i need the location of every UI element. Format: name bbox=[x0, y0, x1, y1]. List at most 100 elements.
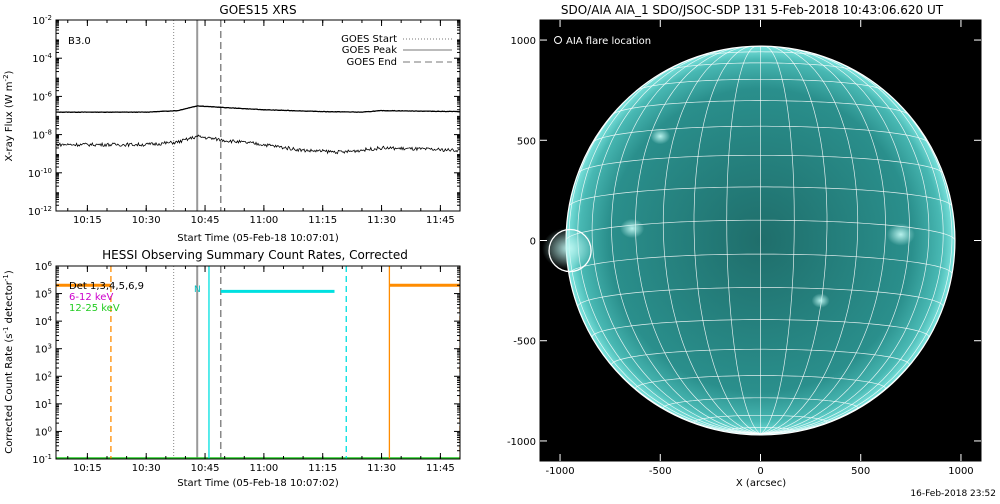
goes-plot-area bbox=[56, 20, 460, 211]
longitude-line bbox=[760, 46, 795, 435]
latitude-line bbox=[697, 51, 824, 57]
longitude-line bbox=[760, 74, 953, 435]
x-tick-label: 10:45 bbox=[191, 215, 220, 226]
goes-legend-peak: GOES Peak bbox=[342, 45, 397, 56]
bright-region bbox=[650, 128, 671, 145]
aia-y-tick-label: 1000 bbox=[511, 36, 536, 47]
longitude-line bbox=[611, 47, 761, 435]
goes-long-channel-line bbox=[56, 105, 460, 113]
x-tick-label: 11:45 bbox=[426, 215, 455, 226]
latitude-line bbox=[568, 186, 953, 207]
latitude-line bbox=[662, 397, 859, 408]
goes-short-channel-line bbox=[56, 134, 460, 155]
y-tick-label: 103 bbox=[35, 343, 52, 356]
aia-panel: SDO/AIA AIA_1 SDO/JSOC-SDP 131 5-Feb-201… bbox=[507, 3, 982, 489]
longitude-line bbox=[760, 46, 886, 435]
aia-x-tick-label: 0 bbox=[757, 466, 763, 477]
x-tick-label: 11:45 bbox=[426, 463, 455, 474]
aia-y-tick-label: 0 bbox=[530, 237, 536, 248]
latitude-line bbox=[577, 287, 944, 307]
goes-y-label: X-ray Flux (W m-2) bbox=[2, 70, 15, 161]
goes-x-axis: 10:15 10:30 10:45 11:00 11:15 11:30 11:45 bbox=[67, 20, 461, 226]
aia-x-tick-label: 500 bbox=[851, 466, 870, 477]
hessi-y-label: Corrected Count Rate (s-1 detector-1) bbox=[2, 270, 15, 454]
x-tick-label: 10:30 bbox=[132, 215, 161, 226]
y-tick-label: 10-12 bbox=[28, 205, 52, 218]
y-tick-label: 10-8 bbox=[32, 129, 52, 142]
x-tick-label: 11:00 bbox=[249, 215, 278, 226]
y-tick-label: 10-1 bbox=[32, 453, 52, 466]
latitude-line bbox=[612, 100, 909, 115]
hessi-frame bbox=[55, 265, 461, 460]
bright-regions bbox=[542, 128, 915, 308]
y-tick-label: 106 bbox=[35, 260, 53, 273]
hessi-panel: HESSI Observing Summary Count Rates, Cor… bbox=[2, 248, 461, 489]
latitude-line bbox=[611, 348, 910, 365]
hessi-title: HESSI Observing Summary Count Rates, Cor… bbox=[102, 248, 408, 262]
latitude-line bbox=[726, 427, 795, 432]
aia-x-tick-label: -500 bbox=[649, 466, 672, 477]
y-tick-label: 100 bbox=[35, 425, 52, 438]
aia-y-tick-label: 500 bbox=[517, 136, 536, 147]
x-tick-label: 11:15 bbox=[308, 215, 337, 226]
y-tick-label: 101 bbox=[35, 398, 52, 411]
longitude-line bbox=[662, 46, 761, 435]
goes-legend-end: GOES End bbox=[347, 57, 397, 68]
latitude-line bbox=[566, 219, 955, 241]
x-tick-label: 10:15 bbox=[73, 463, 102, 474]
x-tick-label: 10:15 bbox=[73, 215, 102, 226]
latitude-line bbox=[636, 78, 885, 91]
x-tick-label: 10:45 bbox=[191, 463, 220, 474]
flare-location-marker bbox=[548, 228, 592, 273]
footer-timestamp: 16-Feb-2018 23:52 bbox=[910, 489, 996, 499]
latitude-line bbox=[693, 414, 828, 423]
goes-legend: GOES Start GOES Peak GOES End bbox=[341, 34, 452, 68]
aia-x-label: X (arcsec) bbox=[736, 478, 786, 489]
bright-region bbox=[620, 218, 645, 239]
latitude-line bbox=[635, 375, 886, 389]
hessi-legend-12-25: 12-25 keV bbox=[69, 303, 120, 314]
y-tick-label: 10-2 bbox=[32, 14, 52, 27]
aia-x-axis: -1000 -500 0 500 1000 bbox=[546, 20, 974, 477]
y-tick-label: 10-10 bbox=[28, 167, 52, 180]
goes-panel: GOES15 XRS 10:15 10:30 10:45 11:00 11:15 11:3… bbox=[2, 3, 461, 244]
longitude-line bbox=[568, 74, 761, 435]
x-tick-label: 11:30 bbox=[367, 215, 396, 226]
hessi-x-axis: 10:15 10:30 10:45 11:00 11:15 11:30 11:45 bbox=[67, 266, 461, 474]
latitude-line bbox=[591, 319, 930, 338]
hessi-x-label: Start Time (05-Feb-18 10:07:02) bbox=[177, 478, 339, 489]
y-tick-label: 102 bbox=[35, 370, 52, 383]
aia-title: SDO/AIA AIA_1 SDO/JSOC-SDP 131 5-Feb-201… bbox=[561, 3, 944, 17]
bright-region bbox=[886, 223, 915, 246]
aia-legend-marker bbox=[554, 36, 562, 44]
hessi-legend-det: Det 1,3,4,5,6,9 bbox=[69, 281, 144, 292]
latitude-line bbox=[577, 154, 944, 174]
x-tick-label: 11:30 bbox=[367, 463, 396, 474]
latitude-line bbox=[592, 125, 929, 143]
hessi-legend-6-12: 6-12 keV bbox=[69, 292, 113, 303]
aia-y-tick-label: -1000 bbox=[507, 437, 536, 448]
goes-x-label: Start Time (05-Feb-18 10:07:01) bbox=[177, 233, 339, 244]
x-tick-label: 11:15 bbox=[308, 463, 337, 474]
longitude-line bbox=[693, 46, 761, 435]
x-tick-label: 11:00 bbox=[249, 463, 278, 474]
longitude-line bbox=[726, 46, 761, 435]
latitude-line bbox=[665, 62, 856, 72]
goes-title: GOES15 XRS bbox=[219, 3, 296, 17]
longitude-line bbox=[760, 54, 944, 435]
bright-region bbox=[811, 293, 830, 308]
longitude-line bbox=[760, 47, 910, 435]
aia-x-tick-label: -1000 bbox=[546, 466, 575, 477]
aia-x-tick-label: 1000 bbox=[948, 466, 973, 477]
y-tick-label: 10-4 bbox=[32, 52, 52, 65]
y-tick-label: 10-6 bbox=[32, 90, 52, 103]
hessi-legend: Det 1,3,4,5,6,9 6-12 keV 12-25 keV bbox=[69, 281, 144, 314]
goes-frame bbox=[55, 19, 461, 212]
bright-region bbox=[542, 227, 595, 270]
aia-y-axis: -1000 -500 0 500 1000 bbox=[507, 36, 981, 448]
longitude-line bbox=[635, 46, 761, 435]
aia-legend-label: AIA flare location bbox=[566, 36, 651, 47]
aia-y-tick-label: -500 bbox=[513, 337, 536, 348]
hessi-plot-area bbox=[56, 266, 460, 459]
